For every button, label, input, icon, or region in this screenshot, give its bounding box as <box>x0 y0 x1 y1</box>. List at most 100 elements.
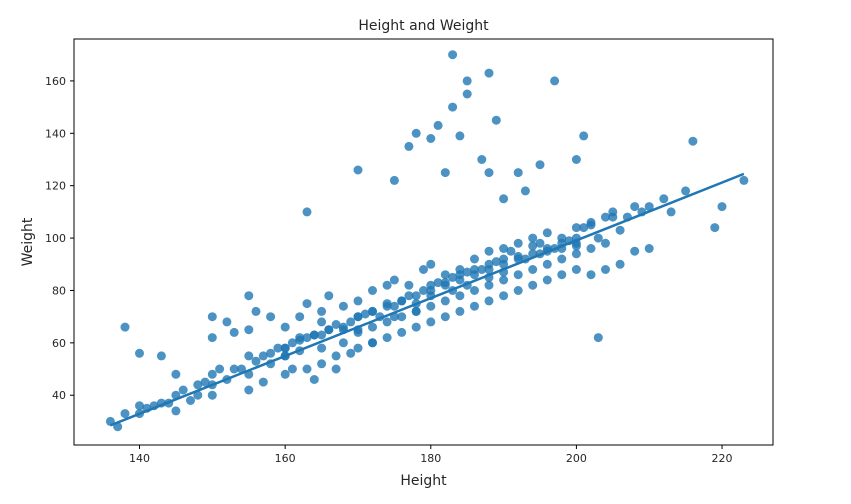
scatter-point <box>470 254 479 264</box>
scatter-point <box>382 317 392 327</box>
scatter-point <box>659 194 669 204</box>
scatter-point <box>528 280 538 290</box>
scatter-point <box>499 291 509 301</box>
scatter-point <box>433 278 443 288</box>
scatter-point <box>309 330 319 340</box>
scatter-point <box>586 217 596 227</box>
scatter-point <box>331 320 341 329</box>
scatter-point <box>499 259 509 269</box>
scatter-point <box>411 306 421 316</box>
y-tick-label: 40 <box>52 389 66 402</box>
scatter-point <box>513 168 523 178</box>
scatter-point <box>324 291 334 301</box>
scatter-point <box>615 225 625 235</box>
scatter-point <box>353 312 363 322</box>
scatter-point <box>171 406 181 416</box>
scatter-point <box>419 265 428 274</box>
scatter-point <box>462 76 472 86</box>
scatter-point <box>470 301 479 311</box>
scatter-point <box>171 369 181 379</box>
scatter-point <box>353 296 363 306</box>
scatter-point <box>135 401 144 411</box>
y-axis-ticks: 40 60 80 100 120 140 160 <box>45 75 74 402</box>
scatter-point <box>287 338 297 348</box>
scatter-point <box>360 309 370 319</box>
scatter-point <box>135 348 144 358</box>
scatter-point <box>470 270 479 280</box>
scatter-point <box>280 343 290 353</box>
scatter-point <box>178 385 188 395</box>
scatter-point <box>593 333 603 343</box>
scatter-point <box>571 241 581 251</box>
scatter-point <box>368 286 377 295</box>
scatter-point <box>156 351 166 361</box>
scatter-point <box>244 351 254 361</box>
scatter-point <box>499 244 509 253</box>
scatter-point <box>120 409 130 419</box>
scatter-point <box>389 301 399 311</box>
scatter-point <box>258 377 268 387</box>
y-tick-label: 160 <box>45 75 66 88</box>
scatter-point <box>426 259 436 269</box>
scatter-point <box>593 233 603 243</box>
scatter-point <box>186 396 195 405</box>
scatter-point <box>528 241 538 251</box>
scatter-point <box>419 286 428 295</box>
scatter-point <box>389 175 399 185</box>
scatter-point <box>513 238 523 248</box>
scatter-point <box>215 364 225 374</box>
y-axis-label: Weight <box>20 217 36 266</box>
scatter-point <box>615 259 625 269</box>
plot-area <box>73 38 774 446</box>
scatter-point <box>542 275 552 285</box>
scatter-point <box>302 299 312 309</box>
scatter-point <box>426 301 436 311</box>
scatter-point <box>477 265 487 274</box>
y-tick-label: 80 <box>52 284 66 297</box>
scatter-point <box>266 312 276 322</box>
y-tick-label: 100 <box>45 232 66 245</box>
x-tick-label: 200 <box>566 452 587 465</box>
scatter-point <box>440 296 450 306</box>
scatter-point <box>484 265 494 274</box>
scatter-point <box>302 364 312 374</box>
scatter-point <box>608 212 618 222</box>
scatter-point <box>382 280 392 290</box>
scatter-point <box>586 244 596 253</box>
scatter-point <box>244 325 254 335</box>
scatter-point <box>397 312 407 322</box>
scatter-point <box>389 275 399 285</box>
scatter-point <box>193 390 203 400</box>
y-tick-label: 140 <box>45 127 66 140</box>
scatter-point <box>491 257 501 267</box>
scatter-point <box>601 212 610 222</box>
scatter-point <box>571 265 581 274</box>
scatter-point <box>207 369 217 379</box>
scatter-point <box>462 267 472 277</box>
scatter-point <box>411 322 421 332</box>
scatter-point <box>630 202 640 212</box>
scatter-point <box>426 134 436 143</box>
scatter-point <box>717 202 727 212</box>
scatter-point <box>528 265 538 274</box>
scatter-point <box>258 351 268 361</box>
scatter-point <box>353 327 363 337</box>
scatter-point <box>382 301 392 311</box>
scatter-point <box>666 207 676 217</box>
scatter-point <box>382 333 392 343</box>
scatter-point <box>353 343 363 353</box>
scatter-point <box>601 238 610 248</box>
scatter-point <box>571 223 581 233</box>
regression-line <box>109 172 745 427</box>
scatter-point <box>571 249 581 259</box>
scatter-point <box>295 333 305 343</box>
scatter-point <box>484 168 494 178</box>
scatter-point <box>411 291 421 301</box>
scatter-point <box>295 312 305 322</box>
scatter-point <box>207 390 217 400</box>
scatter-point <box>644 202 654 212</box>
scatter-point <box>251 356 261 366</box>
scatter-point <box>266 348 276 358</box>
scatter-point <box>448 272 458 282</box>
